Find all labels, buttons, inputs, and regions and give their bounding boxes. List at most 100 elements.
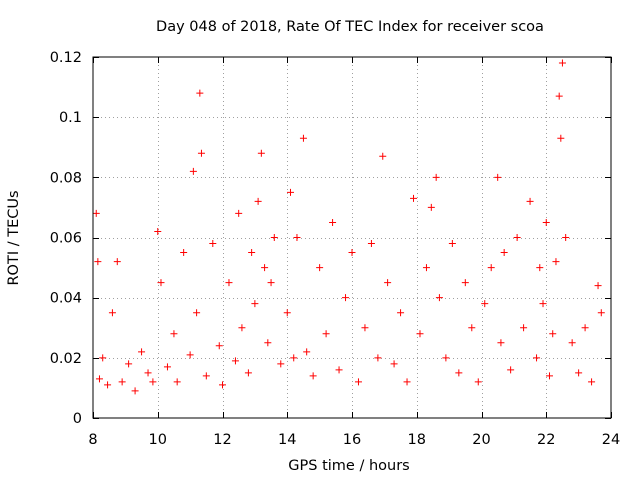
data-point (299, 134, 307, 142)
data-point (557, 134, 565, 142)
data-point (335, 366, 343, 374)
data-point (507, 366, 515, 374)
data-point (202, 372, 210, 380)
data-point (500, 249, 508, 257)
data-point (196, 89, 204, 97)
data-point (468, 324, 476, 332)
data-point (422, 264, 430, 272)
x-axis-label: GPS time / hours (288, 458, 409, 474)
data-point (309, 372, 317, 380)
data-point (594, 282, 602, 290)
data-point (526, 197, 534, 205)
data-point (215, 342, 223, 350)
x-tick-label: 20 (472, 432, 490, 448)
data-point (277, 360, 285, 368)
data-point (108, 309, 116, 317)
data-point (568, 339, 576, 347)
data-point (497, 339, 505, 347)
data-point (286, 188, 294, 196)
data-point (533, 354, 541, 362)
data-point (367, 240, 375, 248)
data-point (118, 378, 126, 386)
data-point (225, 279, 233, 287)
data-point (384, 279, 392, 287)
data-point (390, 360, 398, 368)
data-point (144, 369, 152, 377)
data-point (562, 234, 570, 241)
data-point (322, 330, 330, 338)
y-tick-label: 0 (73, 411, 82, 427)
data-point (342, 294, 350, 302)
data-point (432, 173, 440, 181)
data-point (303, 348, 311, 356)
x-tick-label: 18 (408, 432, 426, 448)
y-tick-label: 0.02 (50, 351, 82, 367)
data-point (149, 378, 157, 386)
data-point (251, 300, 259, 308)
data-point (138, 348, 146, 356)
data-point (154, 227, 162, 235)
data-point (180, 249, 188, 257)
data-point (520, 324, 528, 332)
chart-title: Day 048 of 2018, Rate Of TEC Index for r… (156, 19, 544, 35)
x-tick-label: 8 (88, 432, 97, 448)
data-point (542, 218, 550, 226)
data-point (397, 309, 405, 317)
data-point (257, 149, 265, 157)
data-point (348, 249, 356, 257)
data-point (254, 197, 262, 205)
data-point (193, 309, 201, 317)
data-point (238, 324, 246, 332)
data-point (588, 378, 596, 386)
data-point (316, 264, 324, 272)
data-point (267, 279, 275, 287)
data-point (264, 339, 272, 347)
y-tick-label: 0.1 (59, 110, 82, 126)
data-point (513, 234, 521, 241)
data-point (186, 351, 194, 359)
data-point (549, 330, 557, 338)
data-point (374, 354, 382, 362)
data-point (92, 209, 100, 217)
data-point (455, 369, 463, 377)
data-point (442, 354, 450, 362)
data-point (410, 194, 418, 202)
data-point (248, 249, 256, 257)
y-tick-label: 0.08 (50, 170, 82, 186)
data-point (558, 59, 566, 67)
y-tick-label: 0.06 (50, 231, 82, 247)
data-point (552, 258, 560, 266)
data-point (157, 279, 165, 287)
tick-layer (93, 57, 612, 419)
data-point (209, 240, 217, 248)
data-point (403, 378, 411, 386)
data-point (539, 300, 547, 308)
data-point (293, 234, 301, 241)
data-point (197, 149, 205, 157)
data-point (474, 378, 482, 386)
data-point (494, 173, 502, 181)
data-point (461, 279, 469, 287)
data-point (131, 387, 139, 395)
data-point (435, 294, 443, 302)
data-point (597, 309, 605, 317)
data-point (555, 92, 563, 100)
data-point (189, 167, 197, 175)
data-point (427, 203, 435, 211)
data-point (354, 378, 362, 386)
x-tick-label: 14 (278, 432, 296, 448)
x-tick-label: 22 (537, 432, 555, 448)
data-point (536, 264, 544, 272)
x-tick-label: 10 (149, 432, 167, 448)
y-tick-label: 0.04 (50, 291, 82, 307)
data-point (290, 354, 298, 362)
data-point (173, 378, 181, 386)
data-point (163, 363, 171, 371)
data-point (125, 360, 133, 368)
x-tick-label: 12 (213, 432, 231, 448)
data-point (94, 258, 102, 266)
data-point (379, 152, 387, 160)
data-point (244, 369, 252, 377)
data-point (113, 258, 121, 266)
x-tick-label: 16 (343, 432, 361, 448)
